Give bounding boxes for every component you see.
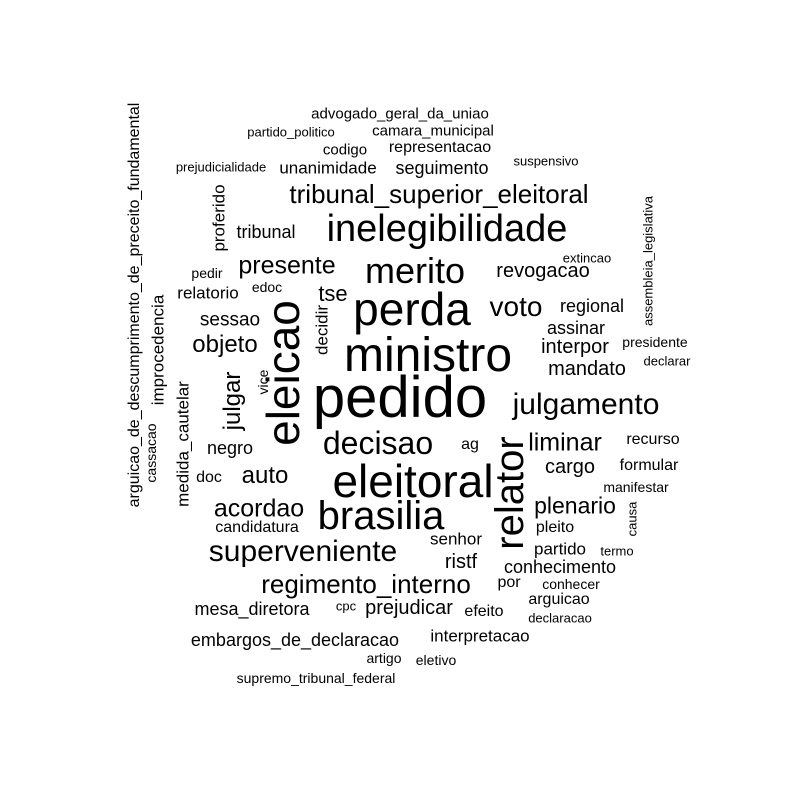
- word-seguimento: seguimento: [395, 158, 489, 178]
- word-partido-politico: partido_politico: [247, 124, 335, 140]
- word-cassacao: cassacao: [143, 423, 159, 483]
- word-conhecimento: conhecimento: [503, 557, 617, 577]
- word-regional: regional: [559, 296, 625, 316]
- word-causa: causa: [624, 501, 640, 537]
- word-revogacao: revogacao: [496, 260, 590, 282]
- word-codigo: codigo: [322, 141, 368, 159]
- word-arguicao-de-descumprimento-de-preceito-fundamental: arguicao_de_descumprimento_de_preceito_f…: [126, 102, 143, 508]
- word-improcedencia: improcedencia: [148, 294, 168, 406]
- word-sessao: sessao: [199, 309, 261, 331]
- word-decisao: decisao: [322, 425, 434, 461]
- word-candidatura: candidatura: [215, 519, 299, 536]
- word-assinar: assinar: [546, 318, 606, 338]
- word-voto: voto: [489, 291, 543, 322]
- word-representacao: representacao: [388, 139, 492, 156]
- word-presidente: presidente: [622, 334, 688, 350]
- word-edoc: edoc: [251, 279, 283, 295]
- word-por: por: [497, 574, 521, 591]
- word-vice: vice: [255, 369, 271, 395]
- word-tribunal: tribunal: [236, 222, 296, 242]
- word-inelegibilidade: inelegibilidade: [326, 208, 568, 250]
- word-camara-municipal: camara_municipal: [372, 122, 494, 140]
- word-perda: perda: [353, 283, 471, 335]
- word-ag: ag: [461, 436, 479, 453]
- word-mesa-diretora: mesa_diretora: [194, 599, 310, 619]
- word-pedido: pedido: [312, 365, 488, 430]
- word-tse: tse: [318, 281, 348, 306]
- word-extincao: extincao: [562, 250, 612, 266]
- word-declaracao: declaracao: [528, 610, 592, 626]
- word-recurso: recurso: [626, 431, 680, 448]
- word-auto: auto: [241, 462, 289, 489]
- word-regimento-interno: regimento_interno: [261, 569, 471, 599]
- word-partido: partido: [534, 539, 586, 559]
- word-eleitoral: eleitoral: [332, 455, 494, 507]
- word-declarar: declarar: [643, 353, 691, 369]
- word-liminar: liminar: [528, 428, 602, 457]
- word-assembleia-legislativa: assembleia_legislativa: [640, 195, 656, 327]
- word-pleito: pleito: [535, 519, 575, 536]
- word-termo: termo: [600, 543, 634, 559]
- word-ministro: ministro: [343, 329, 513, 382]
- word-presente: presente: [238, 251, 336, 280]
- word-brasilia: brasilia: [317, 494, 445, 538]
- word-artigo: artigo: [366, 650, 402, 666]
- word-prejudicar: prejudicar: [365, 597, 453, 619]
- word-ristf: ristf: [444, 551, 478, 573]
- word-supremo-tribunal-federal: supremo_tribunal_federal: [236, 670, 396, 686]
- word-relator: relator: [488, 436, 532, 550]
- word-embargos-de-declaracao: embargos_de_declaracao: [190, 630, 400, 650]
- word-proferido: proferido: [209, 184, 229, 252]
- word-interpor: interpor: [541, 336, 609, 358]
- word-formular: formular: [619, 457, 679, 474]
- word-plenario: plenario: [534, 492, 616, 519]
- word-objeto: objeto: [192, 331, 258, 358]
- word-interpretacao: interpretacao: [430, 626, 530, 646]
- word-medida-cautelar: medida_cautelar: [173, 381, 193, 507]
- word-cpc: cpc: [335, 598, 357, 614]
- word-arguicao: arguicao: [528, 591, 590, 608]
- word-conhecer: conhecer: [542, 576, 600, 592]
- word-relatorio: relatorio: [177, 283, 239, 303]
- word-tribunal-superior-eleitoral: tribunal_superior_eleitoral: [289, 179, 589, 209]
- word-acordao: acordao: [213, 494, 305, 523]
- word-julgamento: julgamento: [512, 388, 660, 421]
- word-superveniente: superveniente: [208, 535, 398, 568]
- word-senhor: senhor: [430, 529, 482, 549]
- word-mandato: mandato: [548, 358, 626, 380]
- word-merito: merito: [364, 250, 466, 291]
- word-negro: negro: [206, 438, 254, 458]
- word-pedir: pedir: [191, 265, 223, 281]
- word-doc: doc: [196, 469, 222, 486]
- word-suspensivo: suspensivo: [513, 153, 579, 169]
- word-manifestar: manifestar: [603, 479, 669, 495]
- word-julgar: julgar: [219, 371, 246, 431]
- word-unanimidade: unanimidade: [279, 158, 377, 178]
- word-eletivo: eletivo: [415, 652, 457, 668]
- word-advogado-geral-da-uniao: advogado_geral_da_uniao: [311, 105, 489, 123]
- word-cargo: cargo: [544, 456, 596, 478]
- word-efeito: efeito: [464, 603, 504, 620]
- word-prejudicialidade: prejudicialidade: [175, 159, 267, 175]
- word-decidir: decidir: [312, 304, 332, 356]
